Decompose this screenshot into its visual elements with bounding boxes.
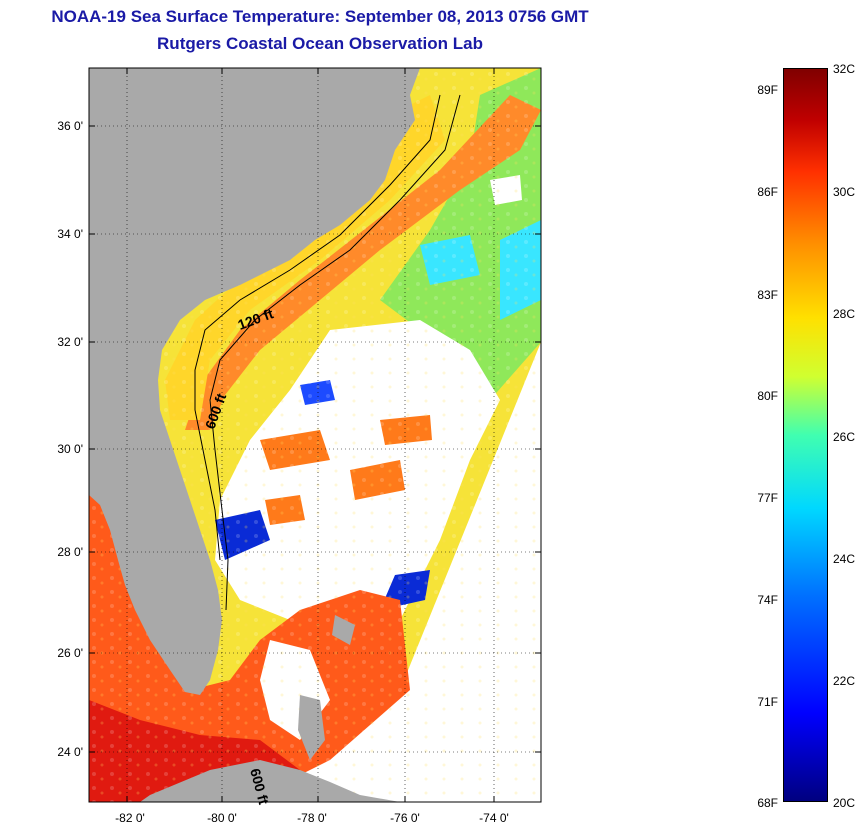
land-cuba [140,760,400,802]
map-title: NOAA-19 Sea Surface Temperature: Septemb… [51,7,589,26]
lon-label: -76 0' [390,811,420,825]
colorbar-c-label: 26C [833,430,856,444]
map-subtitle: Rutgers Coastal Ocean Observation Lab [157,34,483,53]
lat-label: 36 0' [57,119,83,133]
colorbar-c-label: 30C [833,185,856,199]
lon-label: -80 0' [207,811,237,825]
lon-label: -78 0' [297,811,327,825]
map-frame [88,67,542,803]
colorbar-f-label: 80F [757,389,778,403]
lon-label: -74 0' [479,811,509,825]
lat-label: 24 0' [57,745,83,759]
colorbar-c-label: 32C [833,62,856,76]
colorbar-f-label: 71F [757,695,778,709]
land-mainland [89,68,420,695]
map-grid [89,68,541,802]
colorbar-f-label: 74F [757,593,778,607]
lon-label: -82 0' [115,811,145,825]
colorbar-f-label: 77F [757,491,778,505]
axis-ticks [89,68,541,802]
colorbar-f-label: 89F [757,83,778,97]
temperature-colorbar [783,68,828,802]
lat-label: 30 0' [57,442,83,456]
lat-label: 32 0' [57,335,83,349]
colorbar-f-label: 86F [757,185,778,199]
colorbar-c-label: 24C [833,552,856,566]
colorbar-f-label: 68F [757,796,778,810]
colorbar-f-label: 83F [757,288,778,302]
lat-label: 34 0' [57,227,83,241]
contour-120ft [194,94,441,561]
lat-label: 26 0' [57,646,83,660]
contour-600ft [209,94,461,611]
lat-label: 28 0' [57,545,83,559]
land-andros [298,695,325,760]
land-abaco [332,615,355,645]
colorbar-c-label: 20C [833,796,856,810]
colorbar-c-label: 22C [833,674,856,688]
colorbar-c-label: 28C [833,307,856,321]
